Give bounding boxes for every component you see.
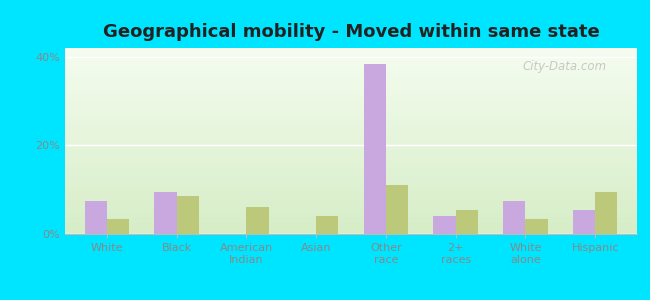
Bar: [525, 218, 548, 234]
Bar: [84, 201, 107, 234]
Bar: [154, 192, 177, 234]
Bar: [363, 64, 386, 234]
Title: Geographical mobility - Moved within same state: Geographical mobility - Moved within sam…: [103, 23, 599, 41]
Bar: [177, 196, 199, 234]
Text: City-Data.com: City-Data.com: [523, 60, 606, 73]
Bar: [434, 216, 456, 234]
Bar: [456, 210, 478, 234]
Bar: [316, 216, 339, 234]
Bar: [595, 192, 617, 234]
Bar: [246, 207, 268, 234]
Bar: [503, 201, 525, 234]
Bar: [386, 185, 408, 234]
Bar: [573, 210, 595, 234]
Bar: [107, 218, 129, 234]
